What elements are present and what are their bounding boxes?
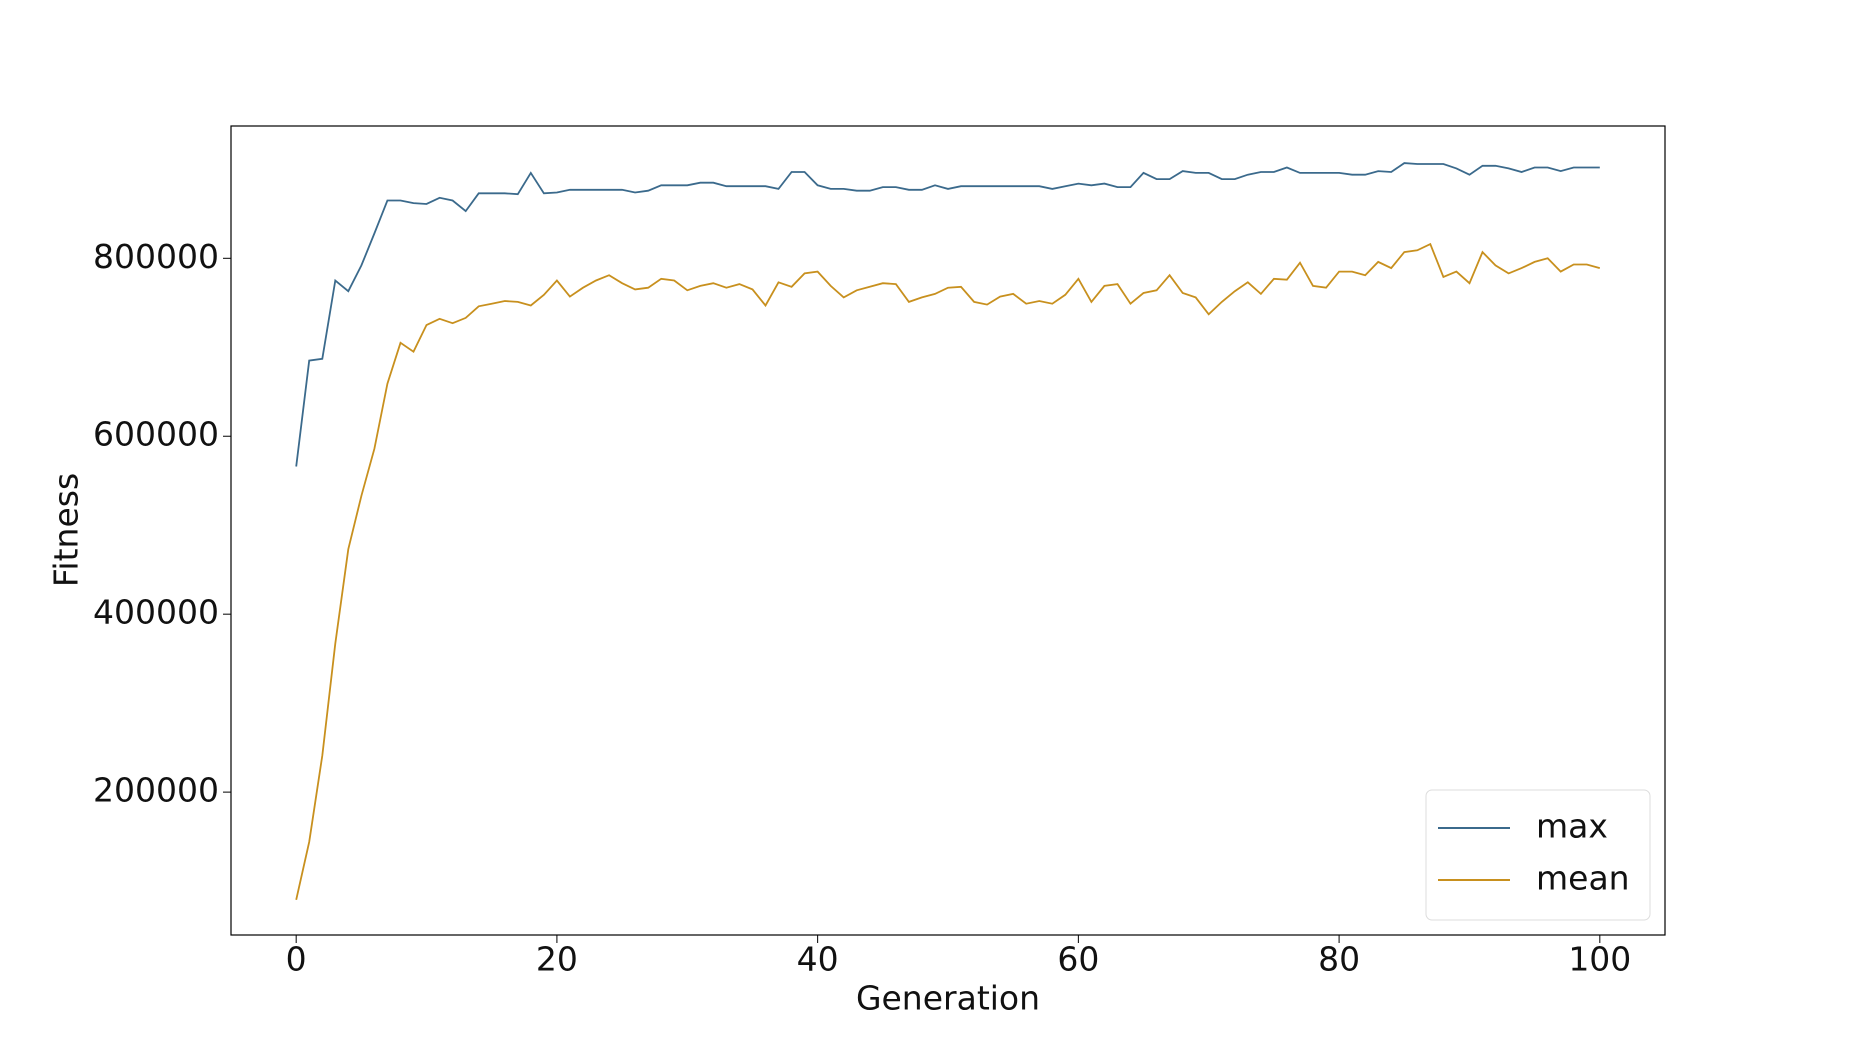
x-tick-label: 40 <box>797 940 839 979</box>
x-tick-label: 0 <box>286 940 307 979</box>
series-line <box>295 242 1601 900</box>
y-tick-label: 400000 <box>93 593 219 632</box>
x-tick-label: 100 <box>1568 940 1631 979</box>
legend-label: max <box>1536 807 1608 846</box>
legend-box <box>1425 789 1651 921</box>
y-axis-label: Fitness <box>47 473 86 587</box>
y-tick-label: 600000 <box>93 415 219 454</box>
x-tick-label: 20 <box>536 940 578 979</box>
plot-frame <box>230 125 1666 936</box>
y-tick-label: 200000 <box>93 771 219 810</box>
x-axis-label: Generation <box>856 979 1040 1018</box>
legend-label: mean <box>1536 859 1630 898</box>
series-line <box>295 162 1600 467</box>
x-tick-label: 80 <box>1318 940 1360 979</box>
x-tick-label: 60 <box>1057 940 1099 979</box>
y-tick-label: 800000 <box>93 237 219 276</box>
